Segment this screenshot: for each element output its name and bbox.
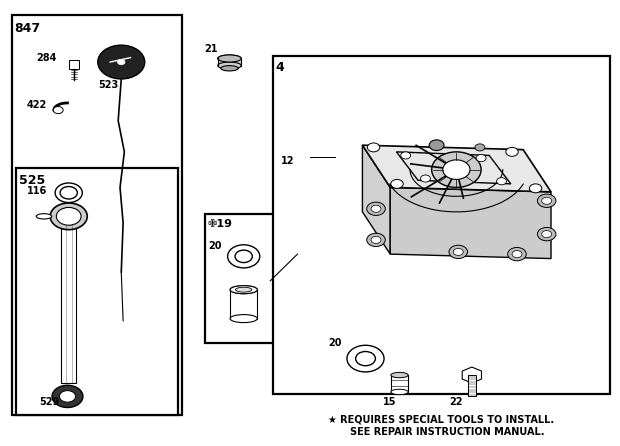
Circle shape bbox=[356, 351, 375, 366]
Circle shape bbox=[443, 160, 470, 179]
Ellipse shape bbox=[218, 55, 241, 62]
Circle shape bbox=[367, 202, 385, 215]
Circle shape bbox=[542, 231, 552, 238]
Circle shape bbox=[420, 175, 430, 182]
Circle shape bbox=[53, 107, 63, 114]
Text: 523: 523 bbox=[99, 80, 118, 90]
Circle shape bbox=[347, 345, 384, 372]
Circle shape bbox=[55, 183, 82, 202]
Circle shape bbox=[98, 45, 144, 79]
Polygon shape bbox=[363, 145, 551, 192]
Text: 22: 22 bbox=[450, 397, 463, 407]
Circle shape bbox=[538, 194, 556, 207]
Circle shape bbox=[529, 184, 542, 193]
Circle shape bbox=[449, 245, 467, 259]
Ellipse shape bbox=[218, 62, 241, 69]
Text: 15: 15 bbox=[383, 397, 396, 407]
Circle shape bbox=[52, 385, 83, 408]
Circle shape bbox=[228, 245, 260, 268]
Circle shape bbox=[401, 152, 410, 159]
Ellipse shape bbox=[230, 286, 257, 294]
Bar bbox=[61, 219, 76, 383]
Text: eReplacementParts.com: eReplacementParts.com bbox=[225, 229, 394, 244]
Bar bbox=[16, 168, 178, 415]
Ellipse shape bbox=[221, 66, 238, 71]
Circle shape bbox=[429, 140, 444, 151]
Text: 21: 21 bbox=[205, 44, 218, 54]
Bar bbox=[467, 375, 476, 396]
Bar bbox=[221, 63, 238, 68]
Ellipse shape bbox=[391, 372, 408, 378]
Circle shape bbox=[371, 205, 381, 212]
Text: 525: 525 bbox=[19, 174, 45, 187]
Bar bbox=[218, 58, 241, 66]
Text: SEE REPAIR INSTRUCTION MANUAL.: SEE REPAIR INSTRUCTION MANUAL. bbox=[350, 427, 544, 437]
Circle shape bbox=[368, 143, 379, 152]
Circle shape bbox=[512, 251, 522, 258]
Circle shape bbox=[497, 178, 507, 185]
Ellipse shape bbox=[236, 287, 252, 292]
Text: 529: 529 bbox=[39, 397, 60, 407]
Circle shape bbox=[475, 144, 485, 151]
Circle shape bbox=[371, 236, 381, 244]
Circle shape bbox=[118, 59, 125, 65]
Circle shape bbox=[367, 233, 385, 247]
Text: 847: 847 bbox=[14, 22, 40, 35]
Ellipse shape bbox=[230, 286, 257, 294]
Polygon shape bbox=[363, 145, 390, 254]
Text: 4: 4 bbox=[275, 61, 284, 74]
Circle shape bbox=[542, 197, 552, 204]
Ellipse shape bbox=[36, 214, 51, 219]
Bar bbox=[230, 290, 257, 318]
Text: 12: 12 bbox=[281, 156, 295, 166]
Polygon shape bbox=[390, 187, 551, 259]
Circle shape bbox=[506, 148, 518, 156]
Ellipse shape bbox=[391, 389, 408, 395]
Text: 422: 422 bbox=[27, 100, 47, 110]
Text: ✙19: ✙19 bbox=[207, 219, 232, 228]
Circle shape bbox=[432, 152, 481, 187]
Text: 20: 20 bbox=[329, 338, 342, 348]
Circle shape bbox=[60, 391, 76, 402]
Circle shape bbox=[453, 248, 463, 256]
Text: 20: 20 bbox=[208, 241, 221, 251]
Ellipse shape bbox=[230, 314, 257, 322]
Bar bbox=[391, 375, 408, 392]
Circle shape bbox=[391, 179, 403, 188]
Text: 116: 116 bbox=[27, 186, 47, 196]
Bar bbox=[205, 214, 298, 343]
Circle shape bbox=[476, 154, 486, 161]
Circle shape bbox=[235, 250, 252, 263]
Bar bbox=[12, 15, 182, 415]
Bar bbox=[273, 56, 609, 394]
Text: 284: 284 bbox=[37, 53, 57, 62]
Ellipse shape bbox=[218, 55, 241, 62]
Circle shape bbox=[60, 186, 78, 199]
Circle shape bbox=[50, 203, 87, 230]
Circle shape bbox=[56, 207, 81, 225]
Bar bbox=[69, 60, 79, 69]
Circle shape bbox=[538, 227, 556, 241]
Circle shape bbox=[508, 248, 526, 261]
Text: ★ REQUIRES SPECIAL TOOLS TO INSTALL.: ★ REQUIRES SPECIAL TOOLS TO INSTALL. bbox=[329, 414, 554, 425]
